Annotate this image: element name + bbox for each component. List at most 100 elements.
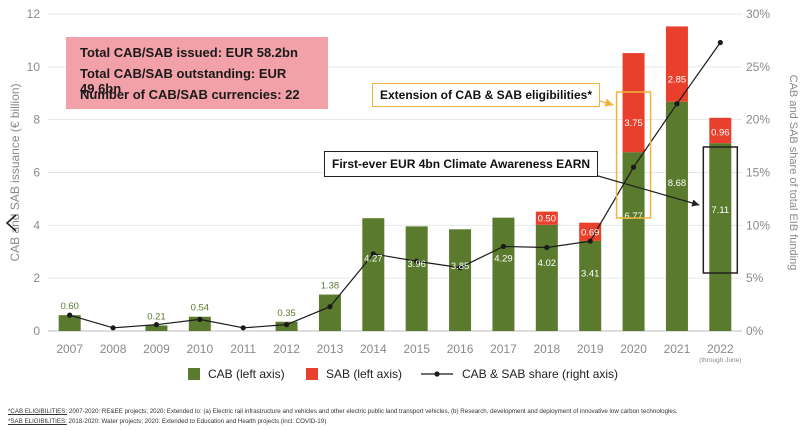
legend-share-label: CAB & SAB share (right axis) xyxy=(462,367,619,381)
share-point-2011 xyxy=(240,325,246,331)
x-tick-label-2007: 2007 xyxy=(56,342,83,356)
y-tick-label: 8 xyxy=(33,113,40,127)
share-point-2015 xyxy=(414,258,420,264)
bar-cab-2014 xyxy=(362,218,385,331)
legend-cab-swatch xyxy=(188,368,200,380)
label-cab-2022: 7.11 xyxy=(711,205,729,216)
label-cab-2012: 0.35 xyxy=(277,308,296,319)
share-point-2022 xyxy=(717,39,723,46)
highlight-box-2022 xyxy=(702,146,739,274)
share-point-2012 xyxy=(283,322,290,328)
y2-tick-label: 20% xyxy=(746,113,770,127)
y2-tick-label: 25% xyxy=(746,60,770,74)
label-cab-2019: 3.41 xyxy=(581,268,600,279)
footnote-sab-text: 2018-2020: Water projects; 2020: Extende… xyxy=(66,418,327,425)
x-tick-label-2012: 2012 xyxy=(273,342,300,356)
legend-cab-label: CAB (left axis) xyxy=(208,367,285,381)
label-cab-2018: 4.02 xyxy=(538,258,557,269)
x-tick-label-2013: 2013 xyxy=(317,342,344,356)
bar-cab-2009 xyxy=(145,325,168,331)
y-tick-label: 6 xyxy=(33,166,40,180)
label-cab-2021: 8.68 xyxy=(668,178,687,189)
y2-tick-label: 15% xyxy=(746,166,770,180)
label-cab-2007: 0.60 xyxy=(60,301,79,312)
label-sab-2020: 3.75 xyxy=(624,118,643,129)
x-tick-label-2008: 2008 xyxy=(100,342,127,356)
summary-box: Total CAB/SAB issued: EUR 58.2bn Total C… xyxy=(66,37,328,109)
share-point-2017 xyxy=(500,243,507,250)
footnote-sab: *SAB ELIGIBILITIES: 2018-2020: Water pro… xyxy=(8,418,326,425)
annotation-extension: Extension of CAB & SAB eligibilities* xyxy=(372,83,601,107)
bar-sab-2018 xyxy=(535,211,558,225)
y2-axis-title: CAB and SAB share of total EIB funding xyxy=(787,75,799,271)
bar-sab-2022 xyxy=(709,117,732,144)
legend-sab: SAB (left axis) xyxy=(306,367,402,381)
label-sab-2018: 0.50 xyxy=(538,214,557,225)
summary-outstanding: Total CAB/SAB outstanding: EUR 49.6bn xyxy=(80,66,287,96)
x-tick-label-2019: 2019 xyxy=(577,342,604,356)
x-tick-label-2016: 2016 xyxy=(447,342,474,356)
bar-cab-2019 xyxy=(579,240,602,331)
label-cab-2016: 3.85 xyxy=(451,261,470,272)
share-point-2010 xyxy=(197,316,203,322)
x-tick-label-2009: 2009 xyxy=(143,342,170,356)
footnote-cab-label: *CAB ELIGIBILITIES: xyxy=(8,408,68,415)
x-tick-label-2015: 2015 xyxy=(403,342,430,356)
bar-cab-2022 xyxy=(709,143,732,331)
highlight-box-2020 xyxy=(615,91,652,219)
bar-sab-2021 xyxy=(665,26,688,102)
share-point-2019 xyxy=(587,238,593,244)
bar-cab-2021 xyxy=(665,101,688,331)
y-tick-label: 0 xyxy=(33,324,40,338)
label-sab-2019: 0.69 xyxy=(581,227,600,238)
bar-cab-2017 xyxy=(492,217,515,331)
y-axis-title: CAB and SAB issuance (€ billion) xyxy=(8,83,22,261)
y-tick-label: 10 xyxy=(27,60,41,74)
label-cab-2015: 3.96 xyxy=(407,259,426,270)
footnote-cab: *CAB ELIGIBILITIES: 2007-2020: RE&EE pro… xyxy=(8,408,678,415)
label-sab-2022: 0.96 xyxy=(711,127,730,138)
share-point-2013 xyxy=(327,304,333,310)
footnote-sab-label: *SAB ELIGIBILITIES: xyxy=(8,418,67,425)
label-cab-2014: 4.27 xyxy=(364,254,383,265)
bar-cab-2018 xyxy=(535,224,558,331)
share-point-2016 xyxy=(457,265,463,271)
share-point-2007 xyxy=(67,312,73,318)
y-tick-label: 12 xyxy=(27,7,41,21)
y-tick-label: 2 xyxy=(33,271,40,285)
footnote-cab-text: 2007-2020: RE&EE projects; 2020: Extende… xyxy=(67,408,678,415)
legend-share-marker xyxy=(421,371,453,377)
share-point-2020 xyxy=(630,164,637,170)
share-point-2021 xyxy=(674,101,680,107)
y2-tick-label: 0% xyxy=(746,324,764,338)
bar-cab-2020 xyxy=(622,152,645,331)
bar-sab-2020 xyxy=(622,53,645,153)
summary-currencies: Number of CAB/SAB currencies: 22 xyxy=(80,87,300,102)
bar-cab-2013 xyxy=(318,294,341,331)
label-cab-2020: 6.77 xyxy=(624,211,643,222)
y2-tick-label: 5% xyxy=(746,271,764,285)
bar-cab-2016 xyxy=(449,229,472,331)
label-sab-2021: 2.85 xyxy=(668,75,687,86)
bar-sab-2019 xyxy=(579,222,602,241)
bar-cab-2007 xyxy=(58,315,81,331)
annotation-earn: First-ever EUR 4bn Climate Awareness EAR… xyxy=(324,151,599,177)
label-cab-2017: 4.29 xyxy=(494,253,513,264)
label-cab-2010: 0.54 xyxy=(191,303,210,314)
share-point-2008 xyxy=(110,325,116,331)
share-line xyxy=(69,42,721,329)
y2-tick-label: 10% xyxy=(746,218,770,232)
share-point-2018 xyxy=(544,244,550,251)
summary-issued: Total CAB/SAB issued: EUR 58.2bn xyxy=(80,45,298,60)
legend-share: CAB & SAB share (right axis) xyxy=(420,367,618,381)
chevron-left-icon[interactable] xyxy=(4,213,20,233)
x-tick-label-2022: 2022 xyxy=(707,342,734,356)
x-tick-label-2010: 2010 xyxy=(186,342,213,356)
legend-cab: CAB (left axis) xyxy=(188,367,285,381)
legend-sab-label: SAB (left axis) xyxy=(326,367,403,381)
bar-cab-2015 xyxy=(405,226,428,331)
x-tick-label-2021: 2021 xyxy=(664,342,691,356)
share-point-2009 xyxy=(153,322,160,328)
x-tick-label-2011: 2011 xyxy=(230,342,256,356)
